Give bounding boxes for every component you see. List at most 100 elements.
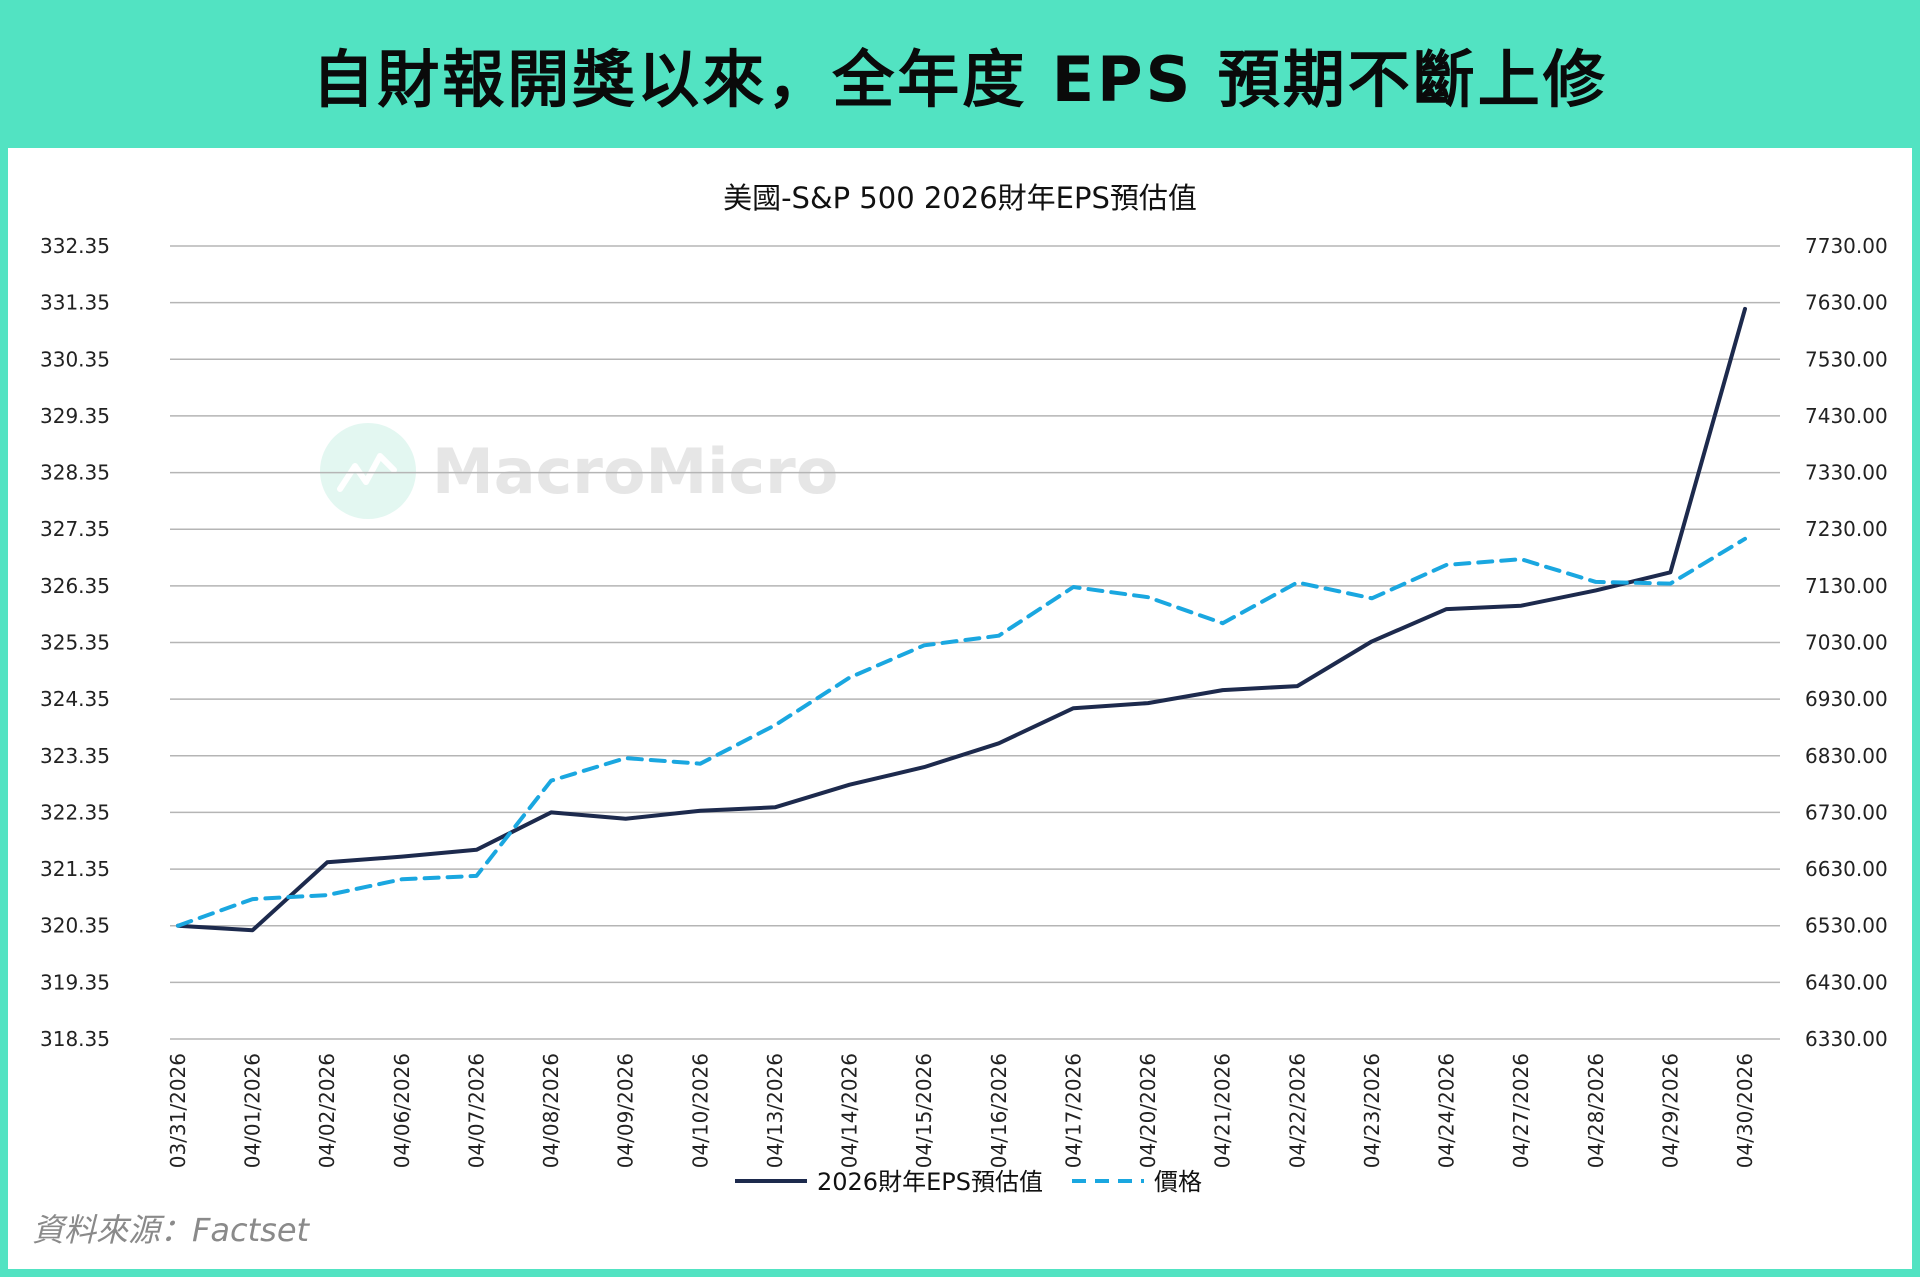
y-right-tick-label: 7730.00 bbox=[1805, 234, 1888, 258]
y-right-tick-label: 6430.00 bbox=[1805, 970, 1888, 994]
chart-panel bbox=[8, 148, 1912, 1269]
legend-label: 2026財年EPS預估值 bbox=[817, 1168, 1043, 1196]
x-tick-label: 04/21/2026 bbox=[1211, 1053, 1235, 1168]
eps-data-point bbox=[474, 848, 478, 852]
x-tick-label: 04/08/2026 bbox=[539, 1053, 563, 1168]
page-title: 自財報開獎以來，全年度 EPS 預期不斷上修 bbox=[312, 43, 1608, 116]
eps-data-point bbox=[400, 855, 404, 859]
y-left-tick-label: 324.35 bbox=[40, 687, 110, 711]
x-tick-label: 04/17/2026 bbox=[1061, 1053, 1085, 1168]
x-tick-label: 04/09/2026 bbox=[614, 1053, 638, 1168]
eps-data-point bbox=[624, 817, 628, 821]
x-tick-label: 04/10/2026 bbox=[688, 1053, 712, 1168]
y-left-tick-label: 331.35 bbox=[40, 291, 110, 315]
y-right-tick-label: 6830.00 bbox=[1805, 744, 1888, 768]
y-right-tick-label: 7130.00 bbox=[1805, 574, 1888, 598]
price-data-point bbox=[922, 643, 926, 647]
y-left-tick-label: 328.35 bbox=[40, 461, 110, 485]
eps-data-point bbox=[1221, 688, 1225, 692]
price-data-point bbox=[624, 756, 628, 760]
y-left-tick-label: 327.35 bbox=[40, 517, 110, 541]
eps-data-point bbox=[1743, 307, 1747, 311]
left-axis: 318.35 319.35 320.35 321.35 322.35 323.35 324.… bbox=[40, 234, 110, 1051]
x-tick-label: 04/15/2026 bbox=[912, 1053, 936, 1168]
y-right-tick-label: 6930.00 bbox=[1805, 687, 1888, 711]
price-data-point bbox=[176, 924, 180, 928]
y-left-tick-label: 322.35 bbox=[40, 800, 110, 824]
eps-data-point bbox=[325, 860, 329, 864]
x-tick-label: 04/22/2026 bbox=[1285, 1053, 1309, 1168]
x-tick-label: 04/13/2026 bbox=[763, 1053, 787, 1168]
y-right-tick-label: 6730.00 bbox=[1805, 800, 1888, 824]
price-data-point bbox=[1445, 563, 1449, 567]
price-data-point bbox=[1668, 582, 1672, 586]
price-data-point bbox=[698, 762, 702, 766]
eps-data-point bbox=[1370, 639, 1374, 643]
eps-data-point bbox=[773, 805, 777, 809]
eps-data-point bbox=[549, 810, 553, 814]
watermark-text: MacroMicro bbox=[432, 435, 838, 508]
x-tick-label: 04/28/2026 bbox=[1584, 1053, 1608, 1168]
price-data-point bbox=[1146, 595, 1150, 599]
eps-data-point bbox=[1071, 706, 1075, 710]
y-left-tick-label: 330.35 bbox=[40, 347, 110, 371]
y-right-tick-label: 7530.00 bbox=[1805, 347, 1888, 371]
price-data-point bbox=[997, 634, 1001, 638]
eps-data-point bbox=[1445, 607, 1449, 611]
y-right-tick-label: 6530.00 bbox=[1805, 914, 1888, 938]
x-tick-label: 04/23/2026 bbox=[1360, 1053, 1384, 1168]
eps-data-point bbox=[997, 741, 1001, 745]
eps-estimate-line bbox=[176, 306, 1747, 933]
y-left-tick-label: 321.35 bbox=[40, 857, 110, 881]
eps-data-point bbox=[1295, 684, 1299, 688]
eps-data-point bbox=[1594, 588, 1598, 592]
x-tick-label: 04/30/2026 bbox=[1733, 1053, 1757, 1168]
eps-data-point bbox=[251, 928, 255, 932]
x-tick-label: 04/14/2026 bbox=[838, 1053, 862, 1168]
price-data-point bbox=[251, 897, 255, 901]
price-data-point bbox=[1370, 596, 1374, 600]
eps-data-point bbox=[922, 765, 926, 769]
price-data-point bbox=[325, 893, 329, 897]
x-axis: 03/31/2026 04/01/2026 04/02/2026 04/06/2026… bbox=[166, 1053, 1757, 1168]
chart-title: 美國-S&P 500 2026財年EPS預估值 bbox=[723, 181, 1197, 215]
y-left-tick-label: 323.35 bbox=[40, 744, 110, 768]
price-data-point bbox=[400, 877, 404, 881]
y-right-tick-label: 7030.00 bbox=[1805, 631, 1888, 655]
eps-data-point bbox=[1519, 604, 1523, 608]
x-tick-label: 04/27/2026 bbox=[1509, 1053, 1533, 1168]
source-note: 資料來源：Factset bbox=[32, 1211, 310, 1249]
eps-data-point bbox=[1146, 701, 1150, 705]
x-tick-label: 04/24/2026 bbox=[1435, 1053, 1459, 1168]
price-data-point bbox=[1071, 585, 1075, 589]
macromicro-logo-icon bbox=[320, 423, 416, 519]
y-right-tick-label: 7630.00 bbox=[1805, 291, 1888, 315]
eps-data-point bbox=[698, 809, 702, 813]
y-left-tick-label: 320.35 bbox=[40, 914, 110, 938]
price-line bbox=[176, 536, 1747, 928]
y-right-tick-label: 6630.00 bbox=[1805, 857, 1888, 881]
gridlines bbox=[170, 245, 1780, 1040]
y-right-tick-label: 7330.00 bbox=[1805, 461, 1888, 485]
price-data-point bbox=[1519, 557, 1523, 561]
legend: 2026財年EPS預估值 價格 bbox=[735, 1168, 1202, 1196]
y-left-tick-label: 325.35 bbox=[40, 631, 110, 655]
y-right-tick-label: 6330.00 bbox=[1805, 1027, 1888, 1051]
price-data-point bbox=[773, 723, 777, 727]
eps-data-point bbox=[1668, 570, 1672, 574]
x-tick-label: 04/20/2026 bbox=[1136, 1053, 1160, 1168]
x-tick-label: 04/16/2026 bbox=[987, 1053, 1011, 1168]
price-data-point bbox=[1743, 537, 1747, 541]
price-data-point bbox=[1594, 580, 1598, 584]
x-tick-label: 04/06/2026 bbox=[390, 1053, 414, 1168]
header-banner: 自財報開獎以來，全年度 EPS 預期不斷上修 bbox=[0, 0, 1920, 148]
y-left-tick-label: 332.35 bbox=[40, 234, 110, 258]
x-tick-label: 04/07/2026 bbox=[464, 1053, 488, 1168]
y-right-tick-label: 7430.00 bbox=[1805, 404, 1888, 428]
y-left-tick-label: 318.35 bbox=[40, 1027, 110, 1051]
y-right-tick-label: 7230.00 bbox=[1805, 517, 1888, 541]
legend-label: 價格 bbox=[1154, 1168, 1202, 1196]
price-data-point bbox=[1295, 580, 1299, 584]
y-left-tick-label: 319.35 bbox=[40, 970, 110, 994]
